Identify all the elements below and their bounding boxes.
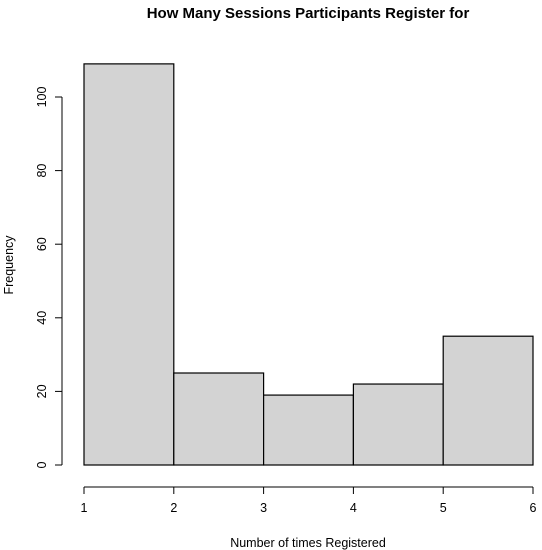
histogram-bar	[173, 372, 265, 466]
y-tick-label: 20	[35, 384, 49, 398]
y-tick-label: 100	[35, 87, 49, 108]
x-tick-label: 6	[530, 501, 537, 515]
x-tick-label: 4	[350, 501, 357, 515]
chart-title: How Many Sessions Participants Register …	[147, 5, 470, 22]
histogram-bar	[263, 394, 355, 466]
x-tick-label: 1	[81, 501, 88, 515]
histogram-bar	[442, 335, 534, 466]
y-tick-label: 0	[35, 461, 49, 468]
y-axis-label: Frequency	[2, 235, 16, 295]
x-tick-label: 3	[260, 501, 267, 515]
x-tick-label: 5	[440, 501, 447, 515]
histogram-bar	[352, 383, 444, 466]
y-axis: 0 20 40 60 80 100	[35, 87, 63, 468]
x-tick-label: 2	[170, 501, 177, 515]
y-tick-label: 40	[35, 311, 49, 325]
y-tick-label: 60	[35, 237, 49, 251]
x-axis: 1 2 3 4 5 6	[81, 486, 537, 515]
histogram-bar	[83, 63, 175, 466]
x-axis-label: Number of times Registered	[230, 536, 386, 550]
y-tick-label: 80	[35, 164, 49, 178]
bars-group	[83, 63, 534, 466]
